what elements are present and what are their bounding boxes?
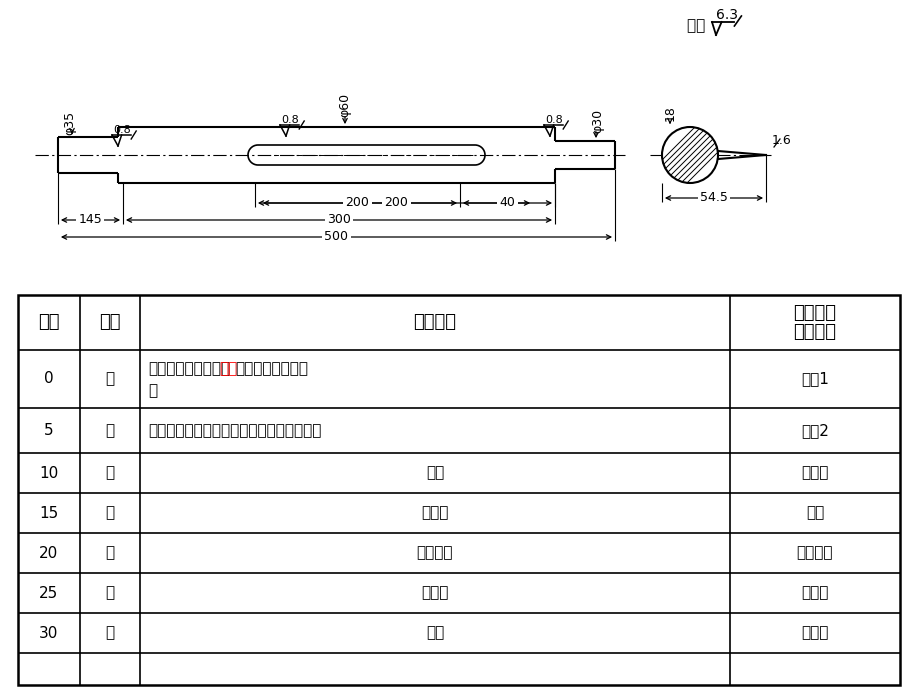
Text: 1.6: 1.6 — [771, 135, 791, 148]
Text: 外圆磨床: 外圆磨床 — [796, 546, 833, 560]
Text: 铣: 铣 — [106, 506, 115, 520]
Text: 18: 18 — [663, 105, 675, 121]
Text: （机床）: （机床） — [792, 324, 835, 342]
Text: 铣床: 铣床 — [805, 506, 823, 520]
Text: 54.5: 54.5 — [699, 192, 727, 204]
Text: 车: 车 — [106, 423, 115, 438]
Text: 钳工台: 钳工台 — [800, 586, 828, 600]
Text: φ30: φ30 — [591, 109, 604, 133]
Circle shape — [662, 127, 717, 183]
Text: 车床2: 车床2 — [800, 423, 828, 438]
Text: 去毛刺: 去毛刺 — [421, 586, 448, 600]
Text: 工序: 工序 — [39, 313, 60, 331]
Text: 20: 20 — [40, 546, 59, 560]
Text: 划线: 划线 — [425, 466, 444, 480]
Text: 磨各外圆: 磨各外圆 — [416, 546, 453, 560]
Text: 40: 40 — [499, 197, 515, 210]
Text: 30: 30 — [40, 626, 59, 640]
Text: 钳: 钳 — [106, 586, 115, 600]
Text: 15: 15 — [40, 506, 59, 520]
Text: 0.8: 0.8 — [544, 115, 562, 125]
Text: 6.3: 6.3 — [715, 8, 737, 22]
Text: 其余: 其余 — [686, 19, 709, 34]
Text: 钳工台: 钳工台 — [800, 466, 828, 480]
Text: φ60: φ60 — [338, 93, 351, 117]
Text: 磨: 磨 — [106, 546, 115, 560]
Bar — [18, 295, 899, 685]
Text: 0.8: 0.8 — [113, 125, 130, 135]
Text: 5: 5 — [44, 423, 53, 438]
Text: 车: 车 — [106, 371, 115, 386]
Text: 钳: 钳 — [106, 466, 115, 480]
Text: 车床1: 车床1 — [800, 371, 828, 386]
Text: 检: 检 — [106, 626, 115, 640]
Text: 孔: 孔 — [148, 383, 157, 398]
Text: 铣键槽: 铣键槽 — [421, 506, 448, 520]
Text: 200: 200 — [384, 197, 408, 210]
Text: 工作地点: 工作地点 — [792, 304, 835, 322]
Text: 粗车各外圆；半精车各外圆，倒角，去毛刺: 粗车各外圆；半精车各外圆，倒角，去毛刺 — [148, 423, 321, 438]
Text: 车断面，打中心孔，: 车断面，打中心孔， — [148, 361, 230, 376]
Text: 10: 10 — [40, 466, 59, 480]
Text: 检验台: 检验台 — [800, 626, 828, 640]
Text: 0.8: 0.8 — [280, 115, 299, 125]
Text: 500: 500 — [324, 230, 348, 244]
Text: 检验: 检验 — [425, 626, 444, 640]
Text: 掉头: 掉头 — [219, 361, 237, 376]
Text: 工序内容: 工序内容 — [413, 313, 456, 331]
Text: φ35: φ35 — [63, 111, 76, 135]
Text: 工种: 工种 — [99, 313, 120, 331]
Text: 300: 300 — [327, 213, 350, 226]
Text: ，车断面，打中心: ，车断面，打中心 — [235, 361, 308, 376]
Text: 25: 25 — [40, 586, 59, 600]
Text: 200: 200 — [346, 197, 369, 210]
Text: 145: 145 — [78, 213, 102, 226]
Text: 0: 0 — [44, 371, 53, 386]
